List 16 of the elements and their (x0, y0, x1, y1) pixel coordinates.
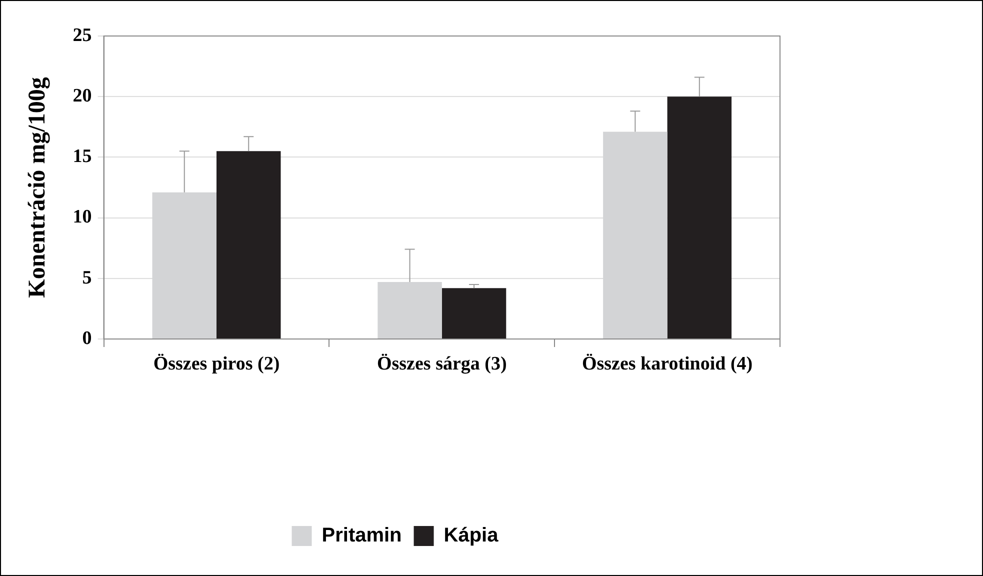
bar (442, 288, 506, 338)
y-tick-label: 0 (82, 328, 92, 349)
y-axis-title: Konentráció mg/100g (24, 77, 51, 298)
bar (667, 96, 732, 338)
y-tick-label: 10 (72, 206, 92, 228)
bar (378, 282, 442, 338)
y-tick-label: 5 (82, 267, 92, 288)
x-tick-label: Összes karotinoid (4) (582, 353, 753, 374)
bar (216, 151, 281, 338)
x-tick-label: Összes piros (2) (153, 353, 280, 374)
y-tick-label: 25 (72, 24, 92, 46)
x-tick-label: Összes sárga (3) (376, 353, 507, 374)
legend-label: Pritamin (322, 524, 402, 547)
y-tick-label: 20 (72, 86, 92, 107)
legend-label: Kápia (444, 524, 500, 547)
y-tick-label: 15 (72, 146, 92, 168)
